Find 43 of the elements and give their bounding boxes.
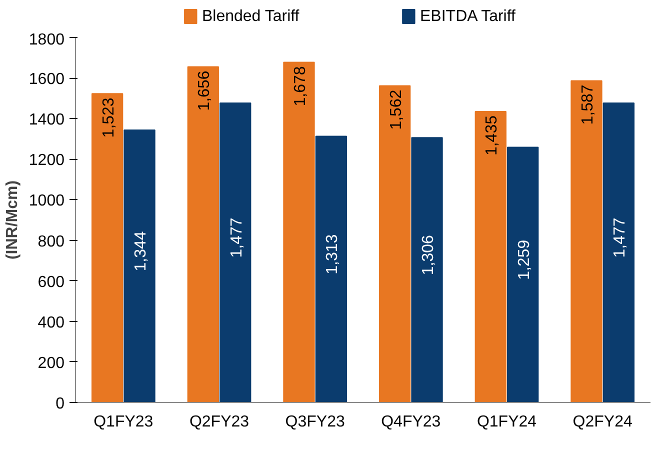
bar xyxy=(187,66,219,402)
y-tick-label: 1200 xyxy=(28,152,65,170)
bar xyxy=(315,136,348,402)
data-label: 1,259 xyxy=(516,240,533,280)
x-tick-label: Q1FY24 xyxy=(476,414,537,430)
x-tick-label: Q3FY23 xyxy=(285,414,345,430)
data-label: 1,306 xyxy=(420,234,438,276)
data-label: 1,678 xyxy=(292,66,309,106)
data-label: 1,435 xyxy=(484,115,501,156)
legend-label: Blended Tariff xyxy=(202,8,300,25)
bar xyxy=(474,111,506,402)
x-tick-label: Q1FY23 xyxy=(94,414,154,430)
bar xyxy=(91,93,124,402)
x-tick-label: Q2FY23 xyxy=(189,414,250,430)
bar xyxy=(378,85,411,402)
bar xyxy=(570,80,602,402)
y-tick-label: 1000 xyxy=(28,192,65,210)
data-label: 1,562 xyxy=(388,90,405,130)
x-tick-label: Q2FY24 xyxy=(572,414,632,430)
bar xyxy=(124,129,156,402)
y-tick-label: 400 xyxy=(38,314,65,332)
y-tick-label: 1800 xyxy=(28,32,65,48)
bar xyxy=(220,102,252,402)
data-label: 1,477 xyxy=(228,218,246,258)
bar xyxy=(411,137,443,402)
data-label: 1,587 xyxy=(579,84,596,125)
y-tick-label: 600 xyxy=(38,274,65,291)
y-tick-label: 200 xyxy=(38,354,65,372)
y-tick-label: 1600 xyxy=(28,71,65,88)
y-tick-label: 0 xyxy=(56,396,65,412)
data-label: 1,523 xyxy=(100,98,118,138)
y-axis-title: (INR/Mcm) xyxy=(4,180,21,260)
y-tick-label: 800 xyxy=(38,233,65,250)
data-label: 1,477 xyxy=(612,218,629,258)
data-label: 1,656 xyxy=(196,70,214,111)
x-tick-label: Q4FY23 xyxy=(381,414,441,430)
bar xyxy=(602,102,635,402)
bar xyxy=(507,146,539,402)
bar xyxy=(283,62,315,402)
data-label: 1,344 xyxy=(132,231,150,272)
y-tick-label: 1400 xyxy=(28,112,65,129)
data-label: 1,313 xyxy=(324,234,342,274)
legend-label: EBITDA Tariff xyxy=(420,8,516,25)
